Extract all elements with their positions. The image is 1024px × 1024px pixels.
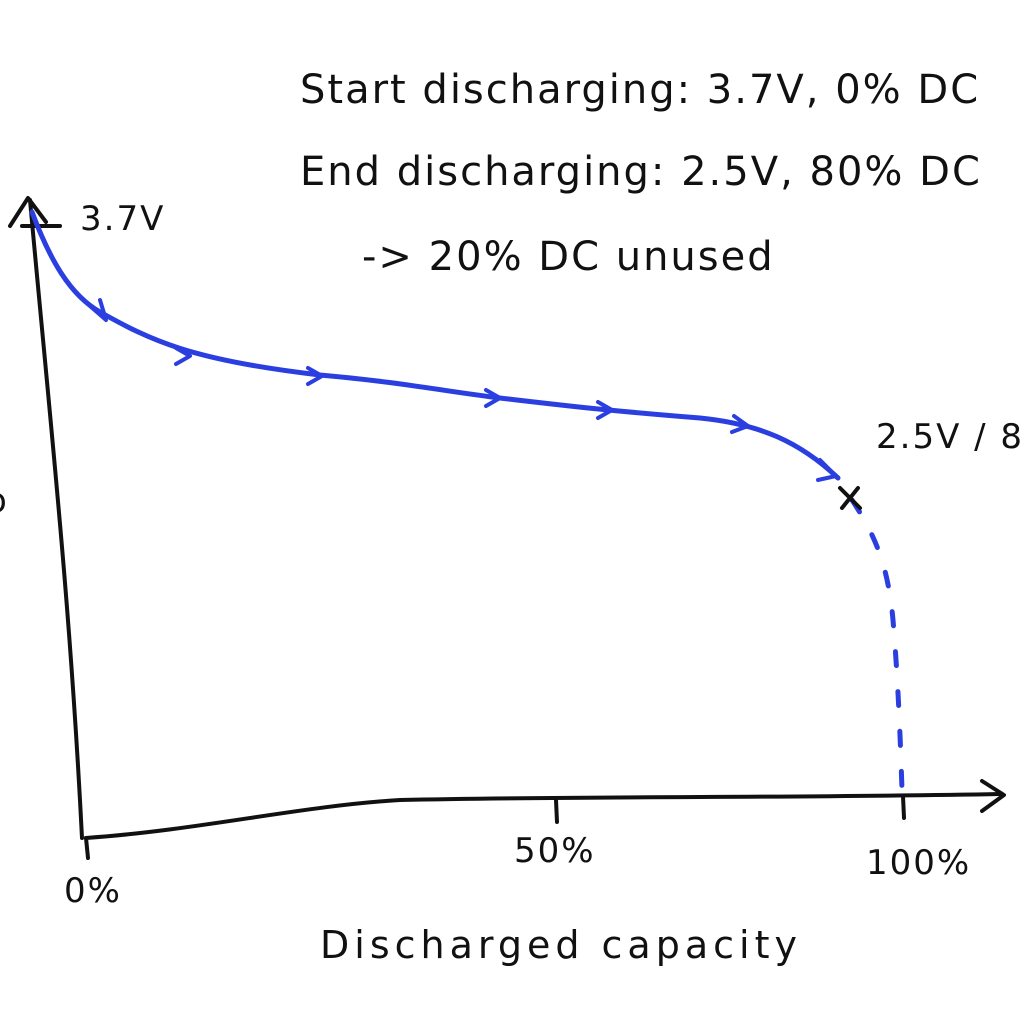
x-axis-title: Discharged capacity [320, 923, 802, 967]
label-end-point: 2.5V / 8 [876, 417, 1024, 457]
curve-arrow-4 [484, 388, 502, 408]
discharge-curve [29, 209, 841, 481]
curve-arrow-5 [596, 400, 614, 420]
x-tick-0 [84, 836, 90, 860]
y-axis-arrowhead [8, 196, 48, 228]
curve-arrow-6 [730, 414, 750, 434]
x-axis-arrowhead [980, 779, 1006, 813]
note-start-discharging: Start discharging: 3.7V, 0% DC [300, 67, 980, 113]
x-axis-line [84, 792, 1002, 840]
label-start-voltage: 3.7V [80, 199, 165, 239]
label-y-tick-partial: o [0, 481, 9, 521]
note-end-discharging: End discharging: 2.5V, 80% DC [300, 149, 982, 195]
y-axis-line [28, 198, 84, 840]
unused-capacity-curve [849, 497, 905, 793]
x-tick-label-100: 100% [866, 843, 971, 883]
x-tick-label-50: 50% [514, 831, 596, 871]
x-tick-100 [901, 794, 906, 820]
end-point-marker [838, 486, 862, 510]
x-tick-50 [554, 798, 559, 824]
curve-arrow-2 [174, 346, 192, 366]
curve-arrow-1 [88, 298, 108, 322]
note-unused-capacity: -> 20% DC unused [362, 234, 775, 280]
curve-arrow-3 [306, 366, 324, 386]
curve-arrow-7 [816, 458, 838, 482]
x-tick-label-0: 0% [64, 871, 122, 911]
